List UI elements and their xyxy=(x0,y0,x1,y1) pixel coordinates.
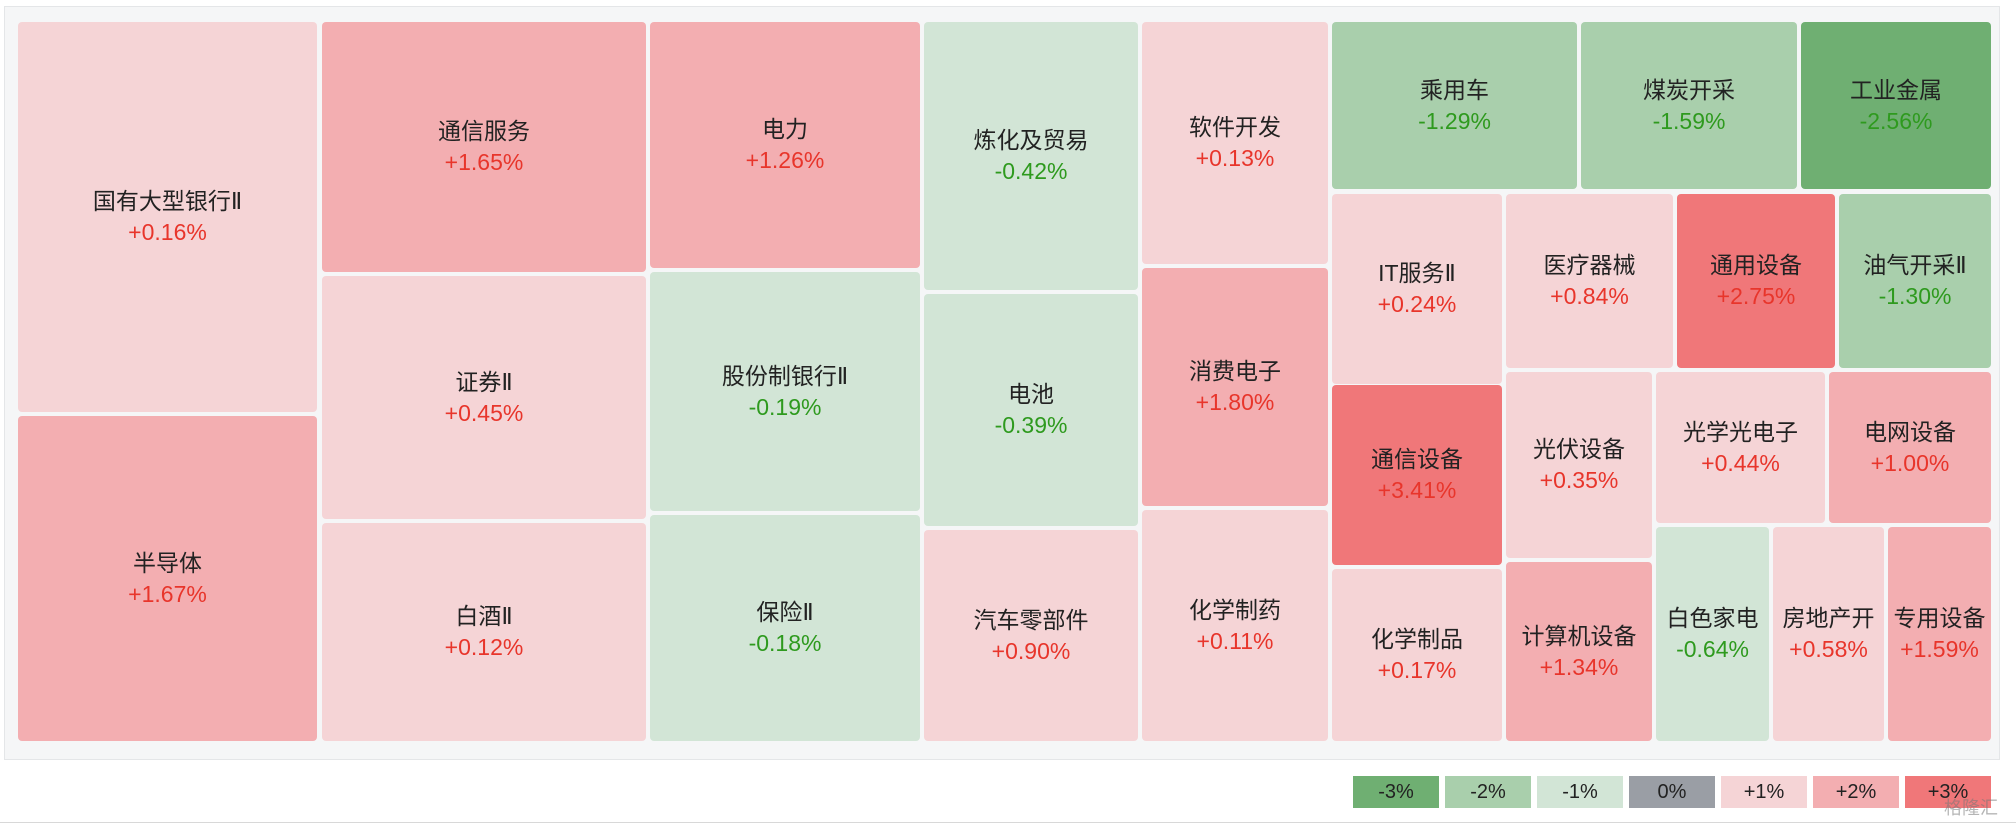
treemap-tile[interactable]: 国有大型银行Ⅱ +0.16% xyxy=(18,22,317,412)
tile-change: -1.59% xyxy=(1652,107,1726,134)
tile-change: -0.42% xyxy=(994,158,1068,184)
treemap-tile[interactable]: 证券Ⅱ +0.45% xyxy=(322,276,646,519)
tile-name: 消费电子 xyxy=(1189,358,1281,384)
tile-name: 通用设备 xyxy=(1710,252,1802,278)
treemap-tile[interactable]: 光学光电子 +0.44% xyxy=(1656,372,1825,523)
tile-name: 通信设备 xyxy=(1371,446,1463,472)
tile-name: 电力 xyxy=(762,116,808,142)
tile-name: 医疗器械 xyxy=(1543,252,1636,278)
tile-name: 半导体 xyxy=(133,549,202,576)
tile-change: +0.44% xyxy=(1701,449,1780,476)
tile-change: +0.90% xyxy=(991,637,1071,664)
tile-name: 光伏设备 xyxy=(1533,436,1625,462)
treemap-tile[interactable]: 乘用车 -1.29% xyxy=(1332,22,1577,189)
tile-name: 油气开采Ⅱ xyxy=(1863,252,1967,278)
treemap-tile[interactable]: 房地产开 +0.58% xyxy=(1773,527,1884,741)
treemap-tile[interactable]: 医疗器械 +0.84% xyxy=(1506,194,1673,368)
tile-name: 煤炭开采 xyxy=(1643,76,1735,103)
tile-name: 电网设备 xyxy=(1864,418,1956,445)
tile-name: 股份制银行Ⅱ xyxy=(721,362,849,389)
tile-change: +1.59% xyxy=(1900,636,1979,662)
tile-change: +0.11% xyxy=(1196,627,1274,654)
tile-change: +0.24% xyxy=(1377,291,1457,317)
tile-change: -2.56% xyxy=(1859,107,1933,134)
tile-change: +3.41% xyxy=(1377,477,1457,503)
tile-change: +0.58% xyxy=(1789,636,1868,662)
treemap-tile[interactable]: 半导体 +1.67% xyxy=(18,416,317,741)
treemap-tile[interactable]: 电力 +1.26% xyxy=(650,22,920,268)
treemap-tile[interactable]: 专用设备 +1.59% xyxy=(1888,527,1991,741)
legend-swatch: 0% xyxy=(1629,776,1715,808)
treemap-tile[interactable]: 光伏设备 +0.35% xyxy=(1506,372,1652,558)
tile-name: 专用设备 xyxy=(1893,605,1986,631)
tile-change: +0.13% xyxy=(1195,145,1275,171)
tile-change: -0.64% xyxy=(1676,636,1749,662)
treemap-tile[interactable]: 通信服务 +1.65% xyxy=(322,22,646,272)
tile-name: 证券Ⅱ xyxy=(455,368,513,395)
tile-name: 汽车零部件 xyxy=(973,606,1089,633)
treemap-tile[interactable]: 化学制药 +0.11% xyxy=(1142,510,1328,741)
legend-swatch: -1% xyxy=(1537,776,1623,808)
tile-name: 白色家电 xyxy=(1666,605,1759,631)
tile-name: 保险Ⅱ xyxy=(756,599,814,625)
tile-name: IT服务Ⅱ xyxy=(1378,260,1456,286)
tile-name: 电池 xyxy=(1008,381,1054,407)
treemap-tile[interactable]: 煤炭开采 -1.59% xyxy=(1581,22,1797,189)
tile-change: -0.19% xyxy=(748,393,822,420)
tile-change: +1.80% xyxy=(1195,389,1275,415)
treemap-tile[interactable]: 股份制银行Ⅱ -0.19% xyxy=(650,272,920,511)
tile-change: -1.30% xyxy=(1878,283,1952,309)
treemap-tile[interactable]: 通用设备 +2.75% xyxy=(1677,194,1835,368)
tile-change: -0.39% xyxy=(994,412,1068,438)
tile-name: 通信服务 xyxy=(438,118,530,144)
tile-change: +0.12% xyxy=(444,634,524,660)
treemap-tile[interactable]: 通信设备 +3.41% xyxy=(1332,385,1502,565)
treemap-tile[interactable]: 炼化及贸易 -0.42% xyxy=(924,22,1138,290)
treemap-tile[interactable]: 白酒Ⅱ +0.12% xyxy=(322,523,646,741)
treemap-tile[interactable]: 电池 -0.39% xyxy=(924,294,1138,526)
tile-change: +1.65% xyxy=(444,149,524,175)
tile-change: +0.84% xyxy=(1550,283,1629,309)
tile-change: +2.75% xyxy=(1716,283,1796,309)
tile-name: 化学制品 xyxy=(1371,626,1463,652)
divider xyxy=(0,822,2016,823)
tile-change: +1.26% xyxy=(745,147,825,173)
tile-change: -1.29% xyxy=(1418,107,1491,134)
tile-name: 计算机设备 xyxy=(1521,622,1637,649)
treemap-tile[interactable]: 油气开采Ⅱ -1.30% xyxy=(1839,194,1991,368)
treemap-tile[interactable]: 白色家电 -0.64% xyxy=(1656,527,1769,741)
legend-swatch: +1% xyxy=(1721,776,1807,808)
tile-name: 软件开发 xyxy=(1189,114,1281,140)
treemap-tile[interactable]: 消费电子 +1.80% xyxy=(1142,268,1328,506)
legend-swatch: -3% xyxy=(1353,776,1439,808)
legend-swatch: +2% xyxy=(1813,776,1899,808)
tile-name: 光学光电子 xyxy=(1683,418,1798,445)
legend-swatch: -2% xyxy=(1445,776,1531,808)
treemap-tile[interactable]: 电网设备 +1.00% xyxy=(1829,372,1991,523)
treemap-tile[interactable]: IT服务Ⅱ +0.24% xyxy=(1332,194,1502,384)
tile-change: +0.17% xyxy=(1377,657,1457,683)
tile-change: +1.67% xyxy=(128,580,207,607)
tile-change: +0.35% xyxy=(1539,467,1619,493)
tile-name: 白酒Ⅱ xyxy=(455,603,513,629)
tile-name: 房地产开 xyxy=(1782,605,1875,631)
treemap-tile[interactable]: 软件开发 +0.13% xyxy=(1142,22,1328,264)
tile-change: +1.00% xyxy=(1870,449,1950,476)
tile-name: 炼化及贸易 xyxy=(973,127,1089,153)
tile-change: +0.16% xyxy=(128,219,207,245)
tile-change: +0.45% xyxy=(444,399,524,426)
treemap-tile[interactable]: 化学制品 +0.17% xyxy=(1332,569,1502,741)
tile-change: -0.18% xyxy=(748,630,822,656)
watermark: 格隆汇 xyxy=(1944,798,1998,818)
tile-name: 国有大型银行Ⅱ xyxy=(92,188,243,214)
tile-name: 乘用车 xyxy=(1420,76,1489,103)
treemap-tile[interactable]: 汽车零部件 +0.90% xyxy=(924,530,1138,741)
treemap-tile[interactable]: 保险Ⅱ -0.18% xyxy=(650,515,920,741)
treemap-tile[interactable]: 工业金属 -2.56% xyxy=(1801,22,1991,189)
tile-name: 化学制药 xyxy=(1189,596,1281,623)
tile-change: +1.34% xyxy=(1539,653,1619,680)
tile-name: 工业金属 xyxy=(1850,76,1942,103)
treemap-tile[interactable]: 计算机设备 +1.34% xyxy=(1506,562,1652,741)
legend-swatch: +3% xyxy=(1905,776,1991,808)
